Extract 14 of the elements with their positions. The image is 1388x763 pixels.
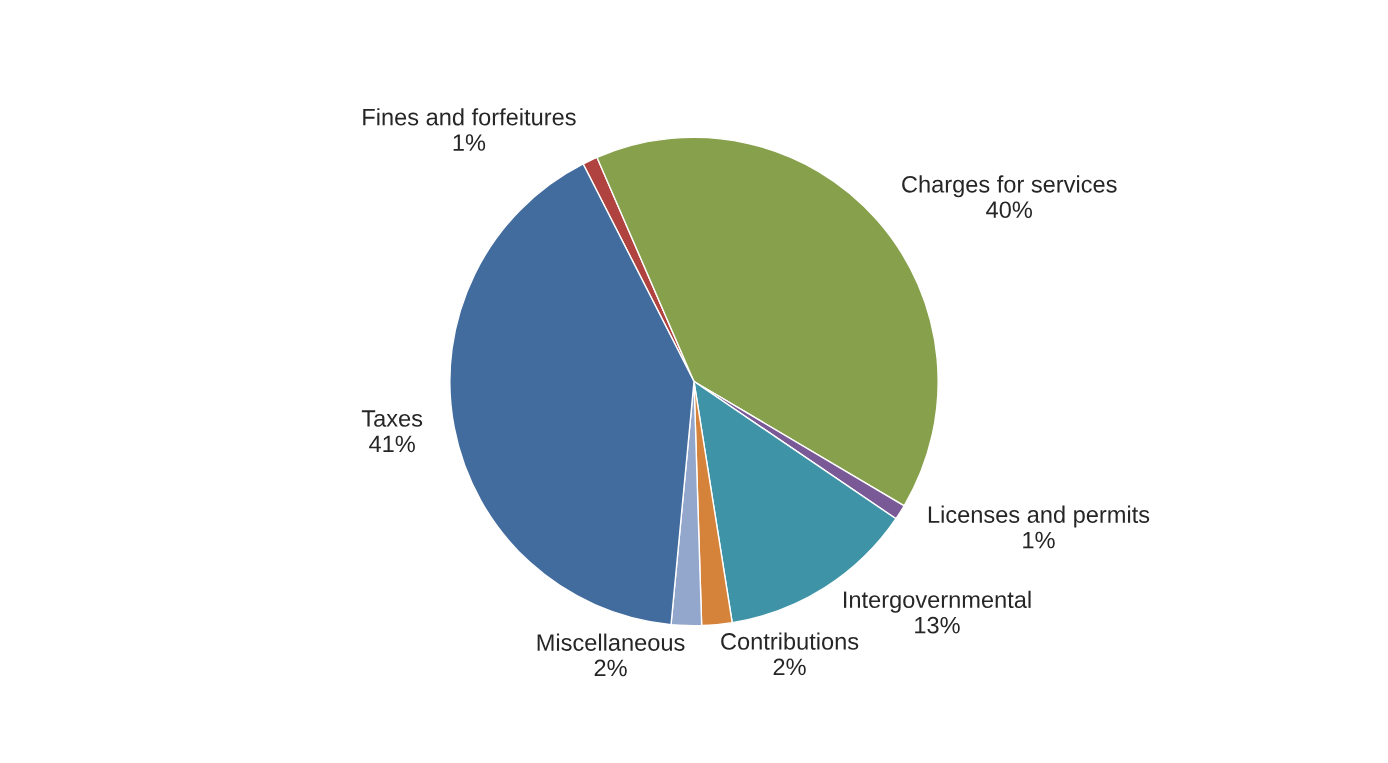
slice-label: Charges for services — [902, 175, 1117, 198]
data-label: 41% — [369, 435, 415, 453]
slice-label: Contributions — [721, 632, 859, 650]
data-label: 1% — [453, 134, 486, 151]
data-label: 1% — [1023, 531, 1055, 549]
slice-label: Taxes — [361, 410, 423, 427]
data-label: 2% — [773, 658, 806, 676]
slice-label: Licenses and permits — [928, 505, 1150, 528]
slice-label: Intergovernmental — [844, 590, 1031, 613]
data-label: 40% — [986, 201, 1032, 219]
data-label: 13% — [915, 616, 960, 634]
slice-label: Miscellaneous — [537, 633, 685, 651]
slice-label: Fines and forfeitures — [363, 108, 576, 126]
data-label: 2% — [594, 659, 627, 677]
